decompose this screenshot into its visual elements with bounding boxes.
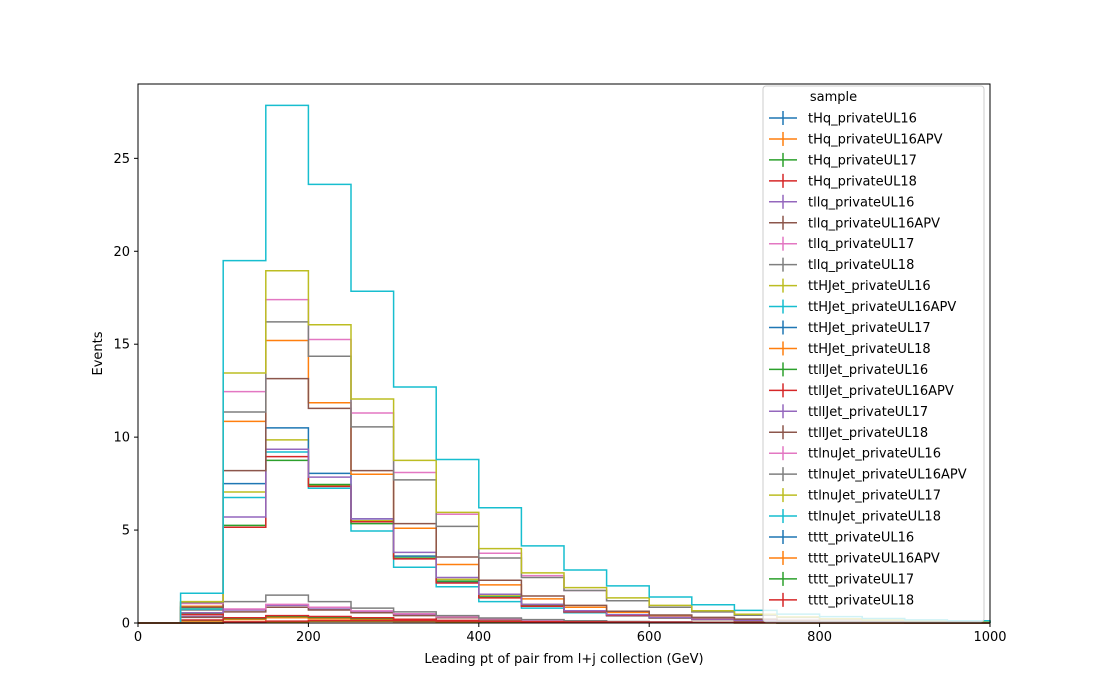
legend-box bbox=[762, 85, 985, 623]
legend-item: tHq_privateUL18 bbox=[769, 173, 917, 189]
legend: sample tHq_privateUL16 tHq_privateUL16APV… bbox=[762, 85, 985, 623]
y-tick-label: 20 bbox=[113, 245, 130, 260]
y-tick-label: 25 bbox=[113, 152, 130, 167]
y-tick-label: 15 bbox=[113, 338, 130, 353]
y-tick-label: 0 bbox=[122, 617, 130, 632]
legend-label: ttHJet_privateUL16APV bbox=[808, 300, 956, 315]
legend-item: ttHJet_privateUL16APV bbox=[769, 299, 956, 315]
legend-label: ttlnuJet_privateUL16 bbox=[808, 447, 941, 462]
legend-item: tHq_privateUL17 bbox=[769, 152, 917, 168]
legend-item: ttHJet_privateUL16 bbox=[769, 278, 931, 294]
legend-label: ttlnuJet_privateUL16APV bbox=[808, 468, 967, 483]
legend-item: tttt_privateUL17 bbox=[769, 571, 914, 587]
legend-label: tllq_privateUL18 bbox=[808, 258, 914, 273]
legend-label: tHq_privateUL16 bbox=[808, 112, 917, 127]
legend-label: tHq_privateUL16APV bbox=[808, 132, 943, 147]
legend-items: tHq_privateUL16 tHq_privateUL16APV tHq_pri… bbox=[769, 111, 967, 608]
legend-label: ttHJet_privateUL18 bbox=[808, 342, 931, 357]
legend-item: tHq_privateUL16 bbox=[769, 111, 917, 127]
legend-title: sample bbox=[810, 90, 857, 105]
plot-frame bbox=[137, 83, 991, 624]
legend-item: tttt_privateUL18 bbox=[769, 592, 914, 608]
legend-item: ttHJet_privateUL18 bbox=[769, 341, 931, 357]
y-tick-label: 5 bbox=[122, 524, 130, 539]
x-tick-label: 1000 bbox=[973, 630, 1006, 645]
y-axis: 0 5 10 15 20 25 bbox=[113, 152, 138, 632]
legend-label: ttlnuJet_privateUL18 bbox=[808, 510, 941, 525]
legend-label: ttlnuJet_privateUL17 bbox=[808, 489, 941, 504]
legend-item: ttllJet_privateUL17 bbox=[769, 404, 928, 420]
legend-item: tttt_privateUL16 bbox=[769, 530, 914, 546]
x-tick-label: 600 bbox=[637, 630, 662, 645]
x-tick-label: 400 bbox=[466, 630, 491, 645]
x-axis: 0 200 400 600 800 1000 bbox=[134, 623, 1007, 645]
legend-item: tllq_privateUL18 bbox=[769, 257, 914, 273]
legend-item: tHq_privateUL16APV bbox=[769, 131, 943, 147]
legend-label: tttt_privateUL16APV bbox=[808, 551, 940, 566]
y-tick-label: 10 bbox=[113, 431, 130, 446]
legend-label: tttt_privateUL18 bbox=[808, 593, 914, 608]
legend-item: tllq_privateUL17 bbox=[769, 236, 914, 252]
legend-label: tllq_privateUL17 bbox=[808, 237, 914, 252]
legend-item: ttHJet_privateUL17 bbox=[769, 320, 931, 336]
legend-item: ttlnuJet_privateUL17 bbox=[769, 488, 941, 504]
legend-item: ttlnuJet_privateUL18 bbox=[769, 509, 941, 525]
legend-label: ttllJet_privateUL18 bbox=[808, 426, 928, 441]
legend-label: tHq_privateUL17 bbox=[808, 153, 917, 168]
legend-label: tllq_privateUL16APV bbox=[808, 216, 940, 231]
x-tick-label: 800 bbox=[807, 630, 832, 645]
legend-item: ttllJet_privateUL18 bbox=[769, 425, 928, 441]
legend-label: ttHJet_privateUL16 bbox=[808, 279, 931, 294]
legend-item: tllq_privateUL16APV bbox=[769, 215, 940, 231]
legend-item: tttt_privateUL16APV bbox=[769, 550, 940, 566]
legend-item: ttllJet_privateUL16APV bbox=[769, 383, 954, 399]
legend-item: ttllJet_privateUL16 bbox=[769, 362, 928, 378]
legend-label: tttt_privateUL17 bbox=[808, 572, 914, 587]
y-axis-label: Events bbox=[91, 331, 106, 375]
legend-label: ttllJet_privateUL17 bbox=[808, 405, 928, 420]
x-tick-label: 200 bbox=[296, 630, 321, 645]
legend-label: tHq_privateUL18 bbox=[808, 174, 917, 189]
legend-label: ttllJet_privateUL16APV bbox=[808, 384, 954, 399]
legend-label: ttllJet_privateUL16 bbox=[808, 363, 928, 378]
x-axis-label: Leading pt of pair from l+j collection (… bbox=[424, 652, 703, 667]
legend-item: ttlnuJet_privateUL16APV bbox=[769, 467, 967, 483]
legend-label: ttHJet_privateUL17 bbox=[808, 321, 931, 336]
legend-label: tttt_privateUL16 bbox=[808, 531, 914, 546]
x-tick-label: 0 bbox=[134, 630, 142, 645]
legend-item: ttlnuJet_privateUL16 bbox=[769, 446, 941, 462]
legend-label: tllq_privateUL16 bbox=[808, 195, 914, 210]
legend-item: tllq_privateUL16 bbox=[769, 194, 914, 210]
